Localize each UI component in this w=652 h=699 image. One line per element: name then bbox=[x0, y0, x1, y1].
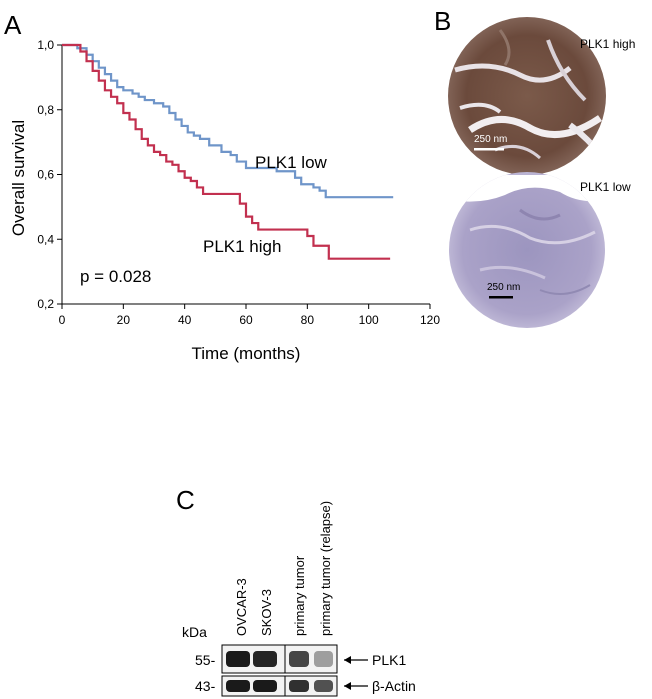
blot-band bbox=[314, 680, 333, 692]
arrow-icon-actin bbox=[344, 682, 351, 690]
series-label-high: PLK1 high bbox=[203, 237, 281, 256]
panel-label-c: C bbox=[176, 485, 195, 515]
blot-band bbox=[289, 651, 309, 667]
blot-row-plk1: 55- PLK1 bbox=[195, 644, 406, 674]
marker-43: 43- bbox=[195, 678, 216, 694]
protein-label-actin: β-Actin bbox=[372, 678, 416, 694]
tissue-core-low: 250 nm bbox=[449, 172, 605, 328]
panel-label-b: B bbox=[434, 6, 451, 36]
lane-label-primary-relapse: primary tumor (relapse) bbox=[318, 501, 333, 636]
series-label-low: PLK1 low bbox=[255, 153, 328, 172]
y-tick-label: 1,0 bbox=[37, 38, 54, 52]
lane-label-primary-tumor: primary tumor bbox=[292, 555, 307, 636]
kda-label: kDa bbox=[182, 624, 207, 640]
x-axis: 0 20 40 60 80 100 120 bbox=[59, 303, 440, 327]
x-tick-label: 0 bbox=[59, 313, 66, 327]
blot-band bbox=[314, 651, 333, 667]
x-tick-label: 120 bbox=[420, 313, 440, 327]
x-tick-label: 80 bbox=[301, 313, 315, 327]
lane-labels: OVCAR-3 SKOV-3 primary tumor primary tum… bbox=[234, 501, 333, 636]
x-tick-label: 20 bbox=[117, 313, 131, 327]
x-axis-label: Time (months) bbox=[192, 344, 301, 363]
y-tick-label: 0,8 bbox=[37, 103, 54, 117]
y-tick-label: 0,6 bbox=[37, 168, 54, 182]
y-axis-label: Overall survival bbox=[9, 120, 28, 236]
y-tick-label: 0,2 bbox=[37, 297, 54, 311]
blot-band bbox=[289, 680, 309, 692]
y-tick-label: 0,4 bbox=[37, 232, 54, 246]
scale-text-high: 250 nm bbox=[474, 134, 507, 145]
tissue-texture-high bbox=[454, 29, 606, 162]
blot-band bbox=[226, 680, 250, 692]
marker-55: 55- bbox=[195, 652, 216, 668]
km-plot: 0,2 0,4 0,6 0,8 1,0 0 20 40 60 80 100 120 Overall … bbox=[9, 38, 440, 363]
protein-label-plk1: PLK1 bbox=[372, 652, 406, 668]
panel-label-a: A bbox=[4, 10, 22, 40]
blot-band bbox=[226, 651, 250, 667]
p-value-annotation: p = 0.028 bbox=[80, 267, 151, 286]
label-plk1-low: PLK1 low bbox=[580, 180, 631, 194]
blot-band bbox=[253, 651, 277, 667]
series-line-plk1-low bbox=[62, 43, 394, 199]
scale-text-low: 250 nm bbox=[487, 282, 520, 293]
scale-bar-high bbox=[474, 148, 504, 151]
scale-bar-low bbox=[489, 296, 513, 299]
x-tick-label: 100 bbox=[359, 313, 379, 327]
series-line-plk1-high bbox=[62, 43, 391, 260]
tissue-core-high: 250 nm bbox=[448, 17, 606, 175]
lane-label-ovcar3: OVCAR-3 bbox=[234, 578, 249, 636]
blot-frame-actin bbox=[221, 675, 338, 697]
lane-label-skov3: SKOV-3 bbox=[259, 589, 274, 636]
arrow-icon-plk1 bbox=[344, 656, 351, 664]
blot-band bbox=[253, 680, 277, 692]
blot-row-actin: 43- β-Actin bbox=[195, 675, 416, 697]
x-tick-label: 60 bbox=[239, 313, 253, 327]
x-tick-label: 40 bbox=[178, 313, 192, 327]
label-plk1-high: PLK1 high bbox=[580, 37, 635, 51]
y-axis: 0,2 0,4 0,6 0,8 1,0 bbox=[37, 38, 63, 311]
